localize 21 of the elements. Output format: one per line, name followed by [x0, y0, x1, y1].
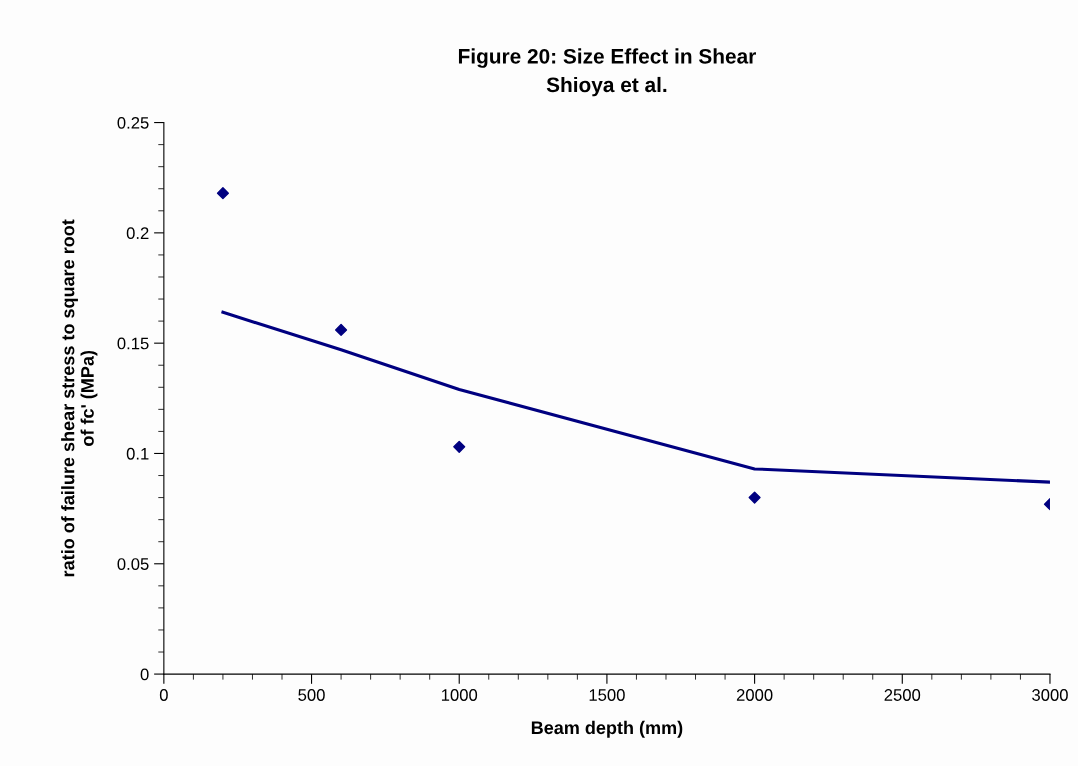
y-tick-label: 0.1 — [126, 447, 149, 460]
x-tick-label: 1000 — [441, 689, 478, 701]
y-tick-label: 0.25 — [117, 116, 149, 129]
y-axis-title: ratio of failure shear stress to square root of fc' (MPa) — [61, 219, 98, 577]
y-tick-label: 0 — [140, 668, 149, 681]
y-tick-label: 0.2 — [126, 227, 149, 240]
y-tick-label: 0.05 — [117, 558, 149, 570]
y-tick-label: 0.15 — [117, 337, 149, 350]
line-series — [221, 310, 1050, 484]
x-axis-title: Beam depth (mm) — [531, 720, 683, 738]
point — [335, 323, 348, 337]
x-tick-label: 0 — [159, 689, 168, 701]
point — [748, 491, 761, 504]
point — [216, 187, 230, 200]
x-tick-label: 500 — [298, 689, 325, 701]
x-tick-label: 1500 — [589, 689, 625, 701]
x-tick-label: 3000 — [1032, 689, 1068, 701]
chart-title: Figure 20: Size Effect in Shear Shioya et al. — [458, 48, 756, 97]
point — [453, 440, 466, 453]
x-tick-label: 2000 — [736, 689, 773, 701]
x-tick-label: 2500 — [884, 689, 921, 701]
